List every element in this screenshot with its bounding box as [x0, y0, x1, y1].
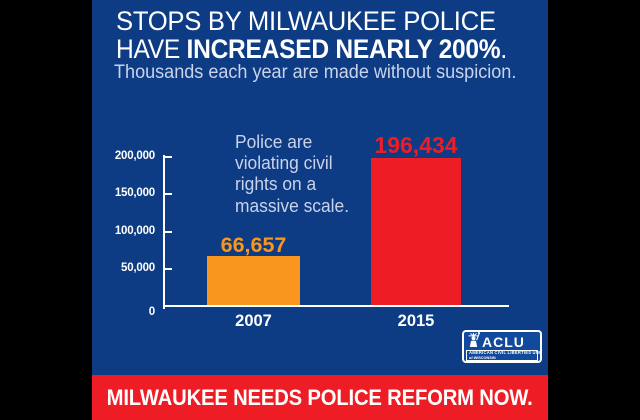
aclu-logo-top: ACLU [464, 332, 540, 350]
y-tick-100000 [165, 231, 172, 233]
call-to-action-banner: MILWAUKEE NEEDS POLICE REFORM NOW. [92, 375, 548, 420]
aclu-logo-acronym: ACLU [482, 333, 525, 350]
subtitle: Thousands each year are made without sus… [114, 62, 517, 83]
annotation-line: Police are [235, 131, 313, 152]
statue-of-liberty-icon [467, 332, 481, 352]
x-axis-label-2015: 2015 [397, 312, 435, 330]
title-line-2-regular: HAVE [116, 34, 187, 64]
chart-annotation: Police are violating civil rights on a m… [235, 131, 349, 216]
title-line-2: HAVE INCREASED NEARLY 200%. [116, 35, 507, 63]
banner-text: MILWAUKEE NEEDS POLICE REFORM NOW. [107, 384, 533, 410]
annotation-line: violating civil [235, 152, 333, 174]
y-tick-150000 [165, 193, 172, 195]
y-tick-50000 [165, 268, 172, 270]
y-axis-label: 150,000 [114, 187, 155, 199]
bar-2015 [371, 158, 461, 305]
annotation-line: massive scale. [235, 194, 350, 216]
y-axis-line [163, 155, 165, 309]
annotation-line: rights on a [235, 173, 317, 195]
bar-chart: 200,000 150,000 100,000 50,000 0 66,657 … [92, 0, 548, 420]
y-axis-label: 50,000 [121, 262, 155, 274]
y-axis-label-zero: 0 [148, 306, 155, 318]
bar-value-2007: 66,657 [220, 233, 287, 257]
title-line-2-period: . [500, 34, 507, 64]
x-axis-label-2007: 2007 [235, 312, 272, 330]
y-axis-label: 100,000 [114, 225, 155, 237]
infographic-canvas: STOPS BY MILWAUKEE POLICE HAVE INCREASED… [92, 0, 548, 420]
aclu-org-line-1: AMERICAN CIVIL LIBERTIES UNION [469, 350, 542, 355]
page-title: STOPS BY MILWAUKEE POLICE HAVE INCREASED… [116, 7, 546, 63]
aclu-org-line-2: of WISCONSIN [469, 355, 496, 360]
bar-value-2015: 196,434 [374, 132, 458, 158]
y-axis-label: 200,000 [114, 150, 155, 162]
bar-2007 [207, 256, 300, 305]
aclu-logo-org-strip: AMERICAN CIVIL LIBERTIES UNION of WISCON… [466, 350, 542, 361]
title-line-1: STOPS BY MILWAUKEE POLICE [116, 6, 496, 36]
aclu-logo: ACLU AMERICAN CIVIL LIBERTIES UNION of W… [462, 330, 542, 363]
y-tick-200000 [165, 156, 172, 158]
title-line-2-bold: INCREASED NEARLY 200% [186, 34, 501, 64]
x-axis-line [163, 305, 509, 307]
